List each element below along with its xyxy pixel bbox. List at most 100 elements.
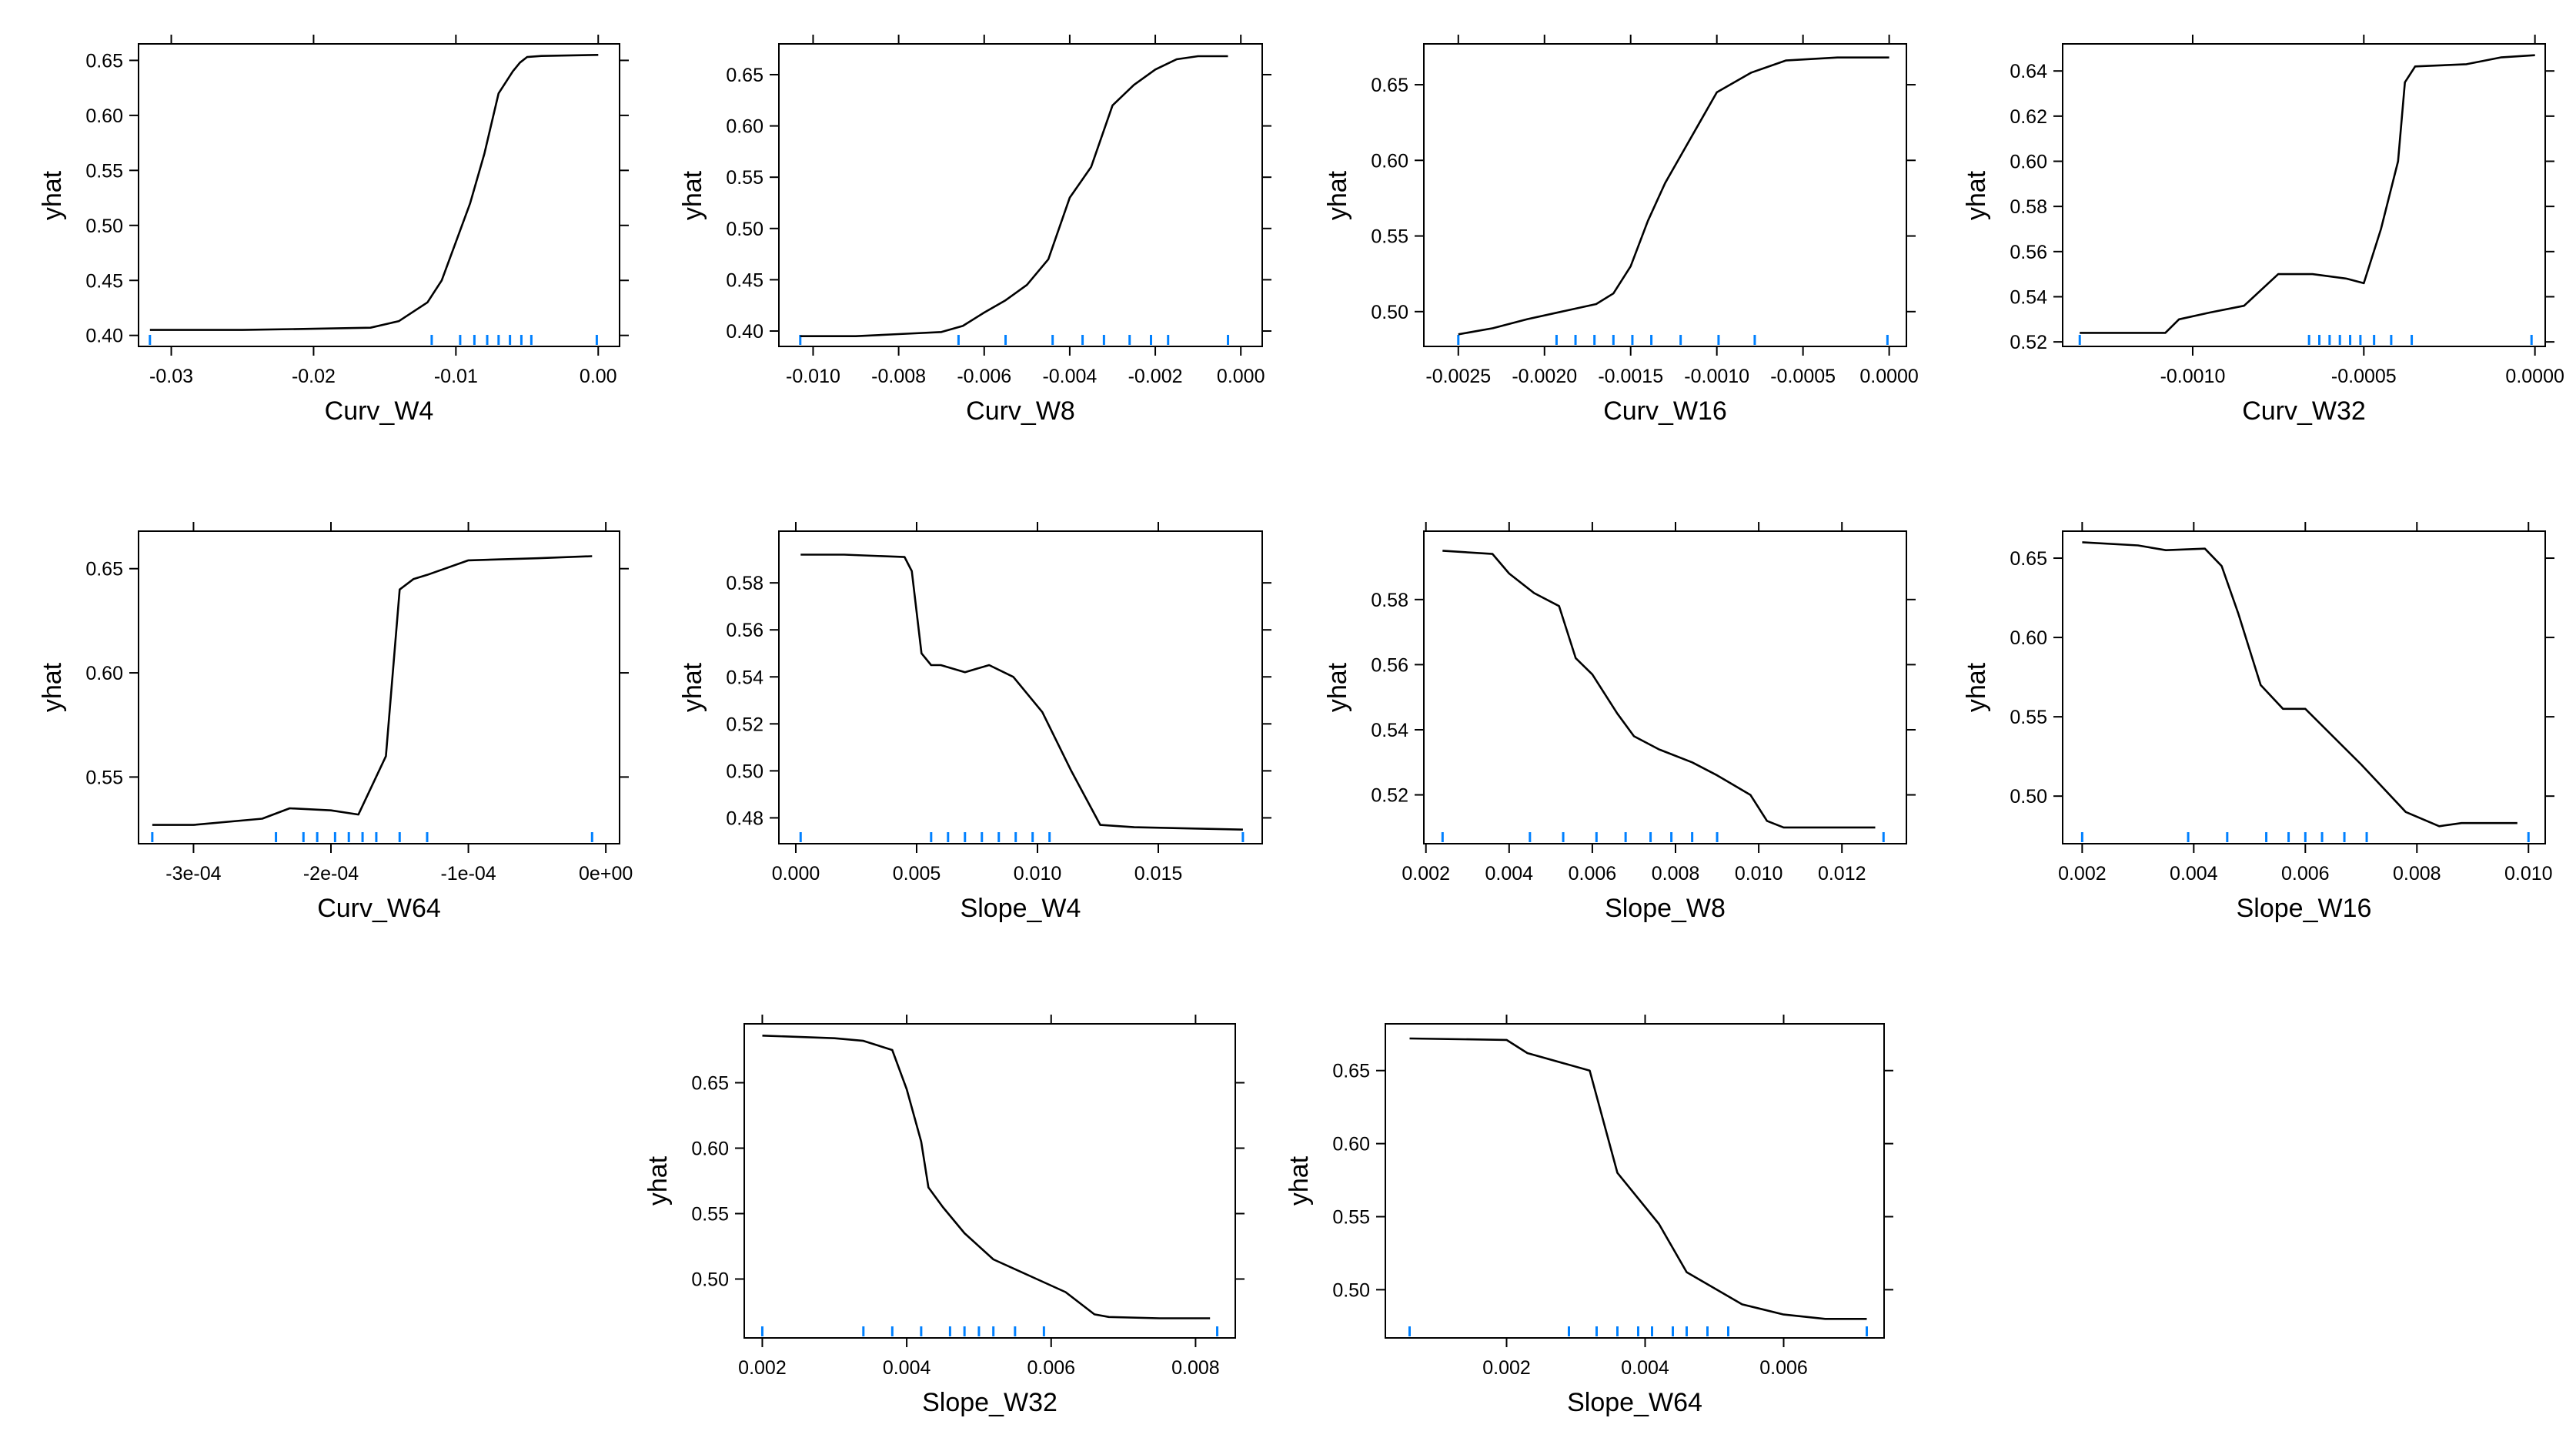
x-tick-label: -3e-04 bbox=[165, 863, 221, 885]
y-tick-label: 0.55 bbox=[1371, 226, 1408, 248]
y-tick-label: 0.50 bbox=[726, 219, 763, 240]
x-tick-label: 0.008 bbox=[2393, 863, 2441, 885]
x-tick-label: -2e-04 bbox=[303, 863, 359, 885]
pdp-line bbox=[1442, 550, 1876, 829]
x-axis-title: Slope_W16 bbox=[2236, 894, 2372, 923]
y-tick-label: 0.60 bbox=[1371, 150, 1408, 172]
pdp-line bbox=[800, 553, 1243, 831]
x-tick-label: -0.004 bbox=[1042, 366, 1097, 387]
x-tick-label: -0.02 bbox=[292, 366, 336, 387]
plot-frame bbox=[1385, 1023, 1885, 1339]
x-tick-label: -0.0005 bbox=[1770, 366, 1836, 387]
y-tick-label: 0.52 bbox=[2010, 332, 2047, 353]
x-tick-label: 0.008 bbox=[1171, 1357, 1220, 1379]
y-tick-label: 0.65 bbox=[2010, 548, 2047, 570]
x-axis-title: Slope_W4 bbox=[960, 894, 1081, 923]
x-tick-label: 0.004 bbox=[883, 1357, 931, 1379]
y-tick-label: 0.50 bbox=[691, 1269, 729, 1291]
x-tick-label: 0.006 bbox=[1759, 1357, 1808, 1379]
y-tick-label: 0.40 bbox=[85, 326, 123, 347]
x-tick-label: 0.000 bbox=[772, 863, 820, 885]
x-axis-title: Slope_W8 bbox=[1605, 894, 1726, 923]
y-tick-label: 0.45 bbox=[726, 269, 763, 291]
y-tick-label: 0.55 bbox=[85, 767, 123, 788]
y-tick-label: 0.60 bbox=[691, 1139, 729, 1160]
y-tick-label: 0.60 bbox=[1332, 1134, 1370, 1155]
y-tick-label: 0.54 bbox=[726, 667, 763, 688]
plot-frame bbox=[778, 43, 1263, 347]
x-tick-label: -0.0015 bbox=[1598, 366, 1663, 387]
y-tick-label: 0.55 bbox=[2010, 707, 2047, 728]
x-tick-label: 0.00 bbox=[580, 366, 617, 387]
pdp-line bbox=[1409, 1037, 1867, 1320]
y-tick-label: 0.55 bbox=[726, 167, 763, 189]
y-tick-label: 0.58 bbox=[726, 573, 763, 594]
plot-frame bbox=[2062, 530, 2546, 844]
x-tick-label: 0.002 bbox=[1402, 863, 1450, 885]
x-tick-label: -0.0025 bbox=[1425, 366, 1491, 387]
y-tick-label: 0.45 bbox=[85, 270, 123, 292]
pdp-line bbox=[762, 1035, 1211, 1319]
y-tick-label: 0.50 bbox=[726, 761, 763, 782]
pdp-line bbox=[2080, 54, 2535, 334]
x-tick-label: 0.0000 bbox=[2505, 366, 2564, 387]
y-tick-label: 0.52 bbox=[1371, 785, 1408, 807]
y-tick-label: 0.40 bbox=[726, 321, 763, 343]
y-tick-label: 0.58 bbox=[2010, 196, 2047, 218]
y-tick-label: 0.58 bbox=[1371, 590, 1408, 611]
plot-frame bbox=[138, 530, 620, 844]
x-tick-label: 0.010 bbox=[2504, 863, 2553, 885]
pdp-line bbox=[1458, 56, 1889, 336]
x-axis-title: Curv_W8 bbox=[966, 396, 1075, 426]
x-tick-label: -0.0010 bbox=[1684, 366, 1749, 387]
y-tick-label: 0.56 bbox=[1371, 654, 1408, 676]
x-axis-title: Slope_W32 bbox=[922, 1388, 1057, 1417]
x-tick-label: -0.0010 bbox=[2160, 366, 2226, 387]
x-tick-label: -0.008 bbox=[871, 366, 926, 387]
y-tick-label: 0.65 bbox=[726, 65, 763, 86]
plot-frame bbox=[778, 530, 1263, 844]
y-tick-label: 0.50 bbox=[1332, 1279, 1370, 1301]
y-tick-label: 0.65 bbox=[85, 50, 123, 72]
x-tick-label: 0.005 bbox=[893, 863, 941, 885]
x-axis-title: Curv_W64 bbox=[317, 894, 441, 923]
y-tick-label: 0.60 bbox=[85, 663, 123, 684]
y-tick-label: 0.54 bbox=[2010, 286, 2047, 308]
x-tick-label: -0.03 bbox=[149, 366, 193, 387]
x-tick-label: 0.0000 bbox=[1859, 366, 1918, 387]
x-tick-label: 0e+00 bbox=[579, 863, 633, 885]
x-tick-label: -0.006 bbox=[957, 366, 1011, 387]
x-tick-label: 0.010 bbox=[1014, 863, 1062, 885]
pdp-line bbox=[800, 55, 1228, 338]
x-axis-title: Curv_W32 bbox=[2242, 396, 2366, 426]
x-tick-label: 0.008 bbox=[1652, 863, 1700, 885]
y-tick-label: 0.52 bbox=[726, 714, 763, 735]
y-tick-label: 0.65 bbox=[1371, 75, 1408, 96]
y-tick-label: 0.65 bbox=[691, 1073, 729, 1095]
x-tick-label: 0.012 bbox=[1818, 863, 1866, 885]
plot-frame bbox=[743, 1023, 1236, 1339]
y-tick-label: 0.48 bbox=[726, 808, 763, 829]
y-tick-label: 0.62 bbox=[2010, 106, 2047, 128]
y-tick-label: 0.64 bbox=[2010, 61, 2047, 82]
x-tick-label: -0.010 bbox=[786, 366, 840, 387]
y-axis-title: yhat bbox=[1285, 1155, 1314, 1206]
x-tick-label: -0.0005 bbox=[2331, 366, 2397, 387]
y-tick-label: 0.50 bbox=[1371, 302, 1408, 323]
x-tick-label: -0.0020 bbox=[1512, 366, 1577, 387]
plot-frame bbox=[138, 43, 620, 347]
y-tick-label: 0.60 bbox=[2010, 627, 2047, 649]
x-tick-label: 0.004 bbox=[1621, 1357, 1669, 1379]
y-tick-label: 0.55 bbox=[1332, 1206, 1370, 1228]
x-axis-title: Curv_W16 bbox=[1603, 396, 1727, 426]
x-tick-label: 0.010 bbox=[1735, 863, 1783, 885]
